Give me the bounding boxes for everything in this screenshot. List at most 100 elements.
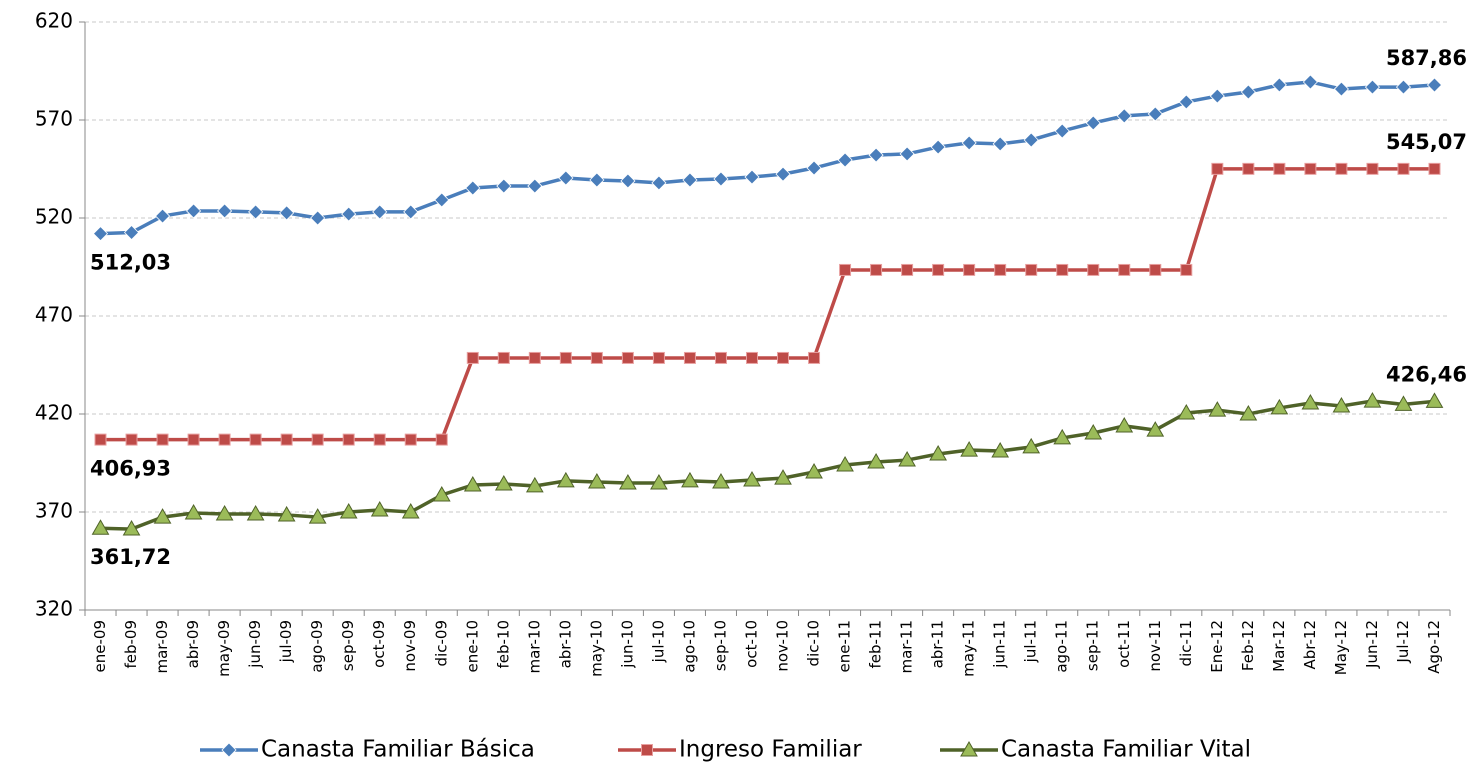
marker xyxy=(403,204,419,220)
marker xyxy=(248,204,264,220)
marker xyxy=(870,263,883,276)
marker xyxy=(991,442,1010,458)
marker xyxy=(1147,106,1163,122)
x-tick-label: jun-11 xyxy=(991,620,1009,669)
x-tick-label: abr-11 xyxy=(929,620,947,668)
marker xyxy=(1333,81,1349,97)
marker xyxy=(1118,263,1131,276)
marker xyxy=(1242,162,1255,175)
marker xyxy=(806,160,822,176)
marker xyxy=(153,508,172,524)
marker xyxy=(681,471,699,488)
x-tick-label: jun-10 xyxy=(618,620,636,669)
marker xyxy=(280,433,293,446)
marker xyxy=(463,475,482,492)
x-tick-label: may-10 xyxy=(587,620,605,677)
x-tick-label: nov-11 xyxy=(1146,620,1164,672)
marker xyxy=(898,451,916,467)
marker xyxy=(1054,123,1070,139)
marker xyxy=(963,263,976,276)
value-label: 512,03 xyxy=(90,251,171,275)
x-tick-label: mar-11 xyxy=(898,620,916,674)
x-tick-label: jul-11 xyxy=(1022,620,1040,663)
marker xyxy=(156,433,169,446)
series-line xyxy=(100,167,1435,442)
marker xyxy=(1149,263,1162,276)
marker xyxy=(1271,77,1287,93)
marker xyxy=(619,473,637,490)
marker xyxy=(868,147,884,163)
marker xyxy=(466,351,479,364)
marker xyxy=(558,170,574,186)
marker xyxy=(1209,88,1225,104)
series-line xyxy=(100,399,1435,531)
value-label: 361,72 xyxy=(90,545,171,569)
marker xyxy=(960,441,979,457)
x-tick-label: feb-09 xyxy=(122,620,140,669)
marker xyxy=(1085,115,1101,131)
legend-label: Canasta Familiar Vital xyxy=(1001,737,1251,763)
marker xyxy=(221,742,237,758)
x-tick-label: ene-11 xyxy=(836,620,854,672)
marker xyxy=(401,502,420,519)
y-tick-label: 370 xyxy=(35,499,73,523)
marker xyxy=(494,474,513,491)
marker xyxy=(992,136,1008,152)
marker xyxy=(556,471,575,488)
x-tick-label: may-09 xyxy=(215,620,233,677)
marker xyxy=(1053,428,1072,445)
marker xyxy=(1301,394,1320,410)
x-tick-label: dic-09 xyxy=(432,620,450,666)
marker xyxy=(525,476,544,493)
x-tick-label: feb-11 xyxy=(867,620,885,669)
x-tick-label: Ago-12 xyxy=(1425,620,1443,674)
x-tick-label: oct-10 xyxy=(742,620,760,668)
x-tick-label: abr-10 xyxy=(556,620,574,668)
marker xyxy=(1211,162,1224,175)
marker xyxy=(1025,263,1038,276)
value-label: 587,86 xyxy=(1386,46,1466,70)
marker xyxy=(184,503,203,520)
marker xyxy=(373,433,386,446)
marker xyxy=(1116,108,1132,124)
x-tick-label: jul-10 xyxy=(649,620,667,663)
marker xyxy=(1177,404,1196,420)
x-tick-label: oct-11 xyxy=(1115,620,1133,668)
value-label: 545,07 xyxy=(1386,130,1466,154)
marker xyxy=(217,203,233,219)
marker xyxy=(1178,94,1194,110)
marker xyxy=(901,263,914,276)
marker xyxy=(1087,263,1100,276)
marker xyxy=(683,351,696,364)
value-label: 426,46 xyxy=(1386,362,1466,386)
marker xyxy=(1364,79,1381,95)
marker xyxy=(122,520,141,536)
marker xyxy=(960,740,978,757)
marker xyxy=(1023,132,1039,148)
y-tick-label: 570 xyxy=(35,107,73,131)
marker xyxy=(620,173,636,189)
marker xyxy=(339,502,358,519)
marker xyxy=(186,203,202,219)
x-tick-label: sep-09 xyxy=(339,620,357,671)
x-tick-label: ago-10 xyxy=(680,620,698,673)
x-tick-label: jul-09 xyxy=(277,620,295,663)
x-tick-label: abr-09 xyxy=(184,620,202,668)
marker xyxy=(465,180,481,196)
x-tick-label: Feb-12 xyxy=(1239,620,1257,671)
marker xyxy=(650,473,668,490)
value-label: 406,93 xyxy=(90,457,171,481)
marker xyxy=(123,224,140,241)
marker xyxy=(370,501,389,517)
marker xyxy=(527,178,543,194)
marker xyxy=(559,351,572,364)
marker xyxy=(714,351,727,364)
marker xyxy=(682,172,698,188)
marker xyxy=(837,152,853,168)
marker xyxy=(1332,396,1351,413)
series-line xyxy=(100,80,1435,236)
marker xyxy=(246,504,265,521)
legend-label: Canasta Familiar Básica xyxy=(261,737,535,763)
marker xyxy=(1022,437,1041,454)
